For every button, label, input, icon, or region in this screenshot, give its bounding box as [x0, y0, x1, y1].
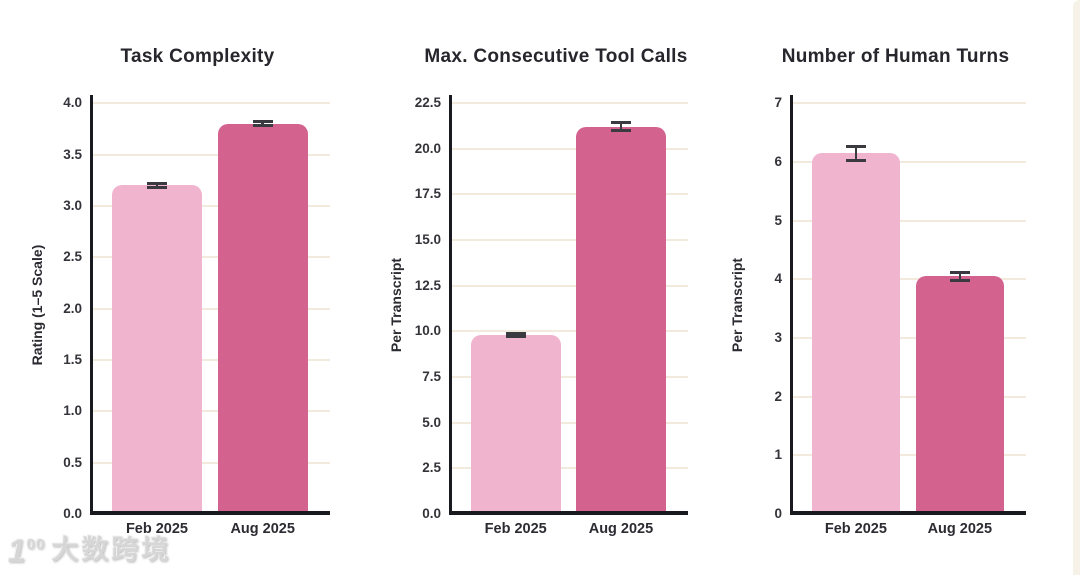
y-tick-label: 15.0 [414, 232, 441, 248]
gridline [452, 376, 688, 378]
gridline [93, 410, 330, 413]
x-axis-spine [790, 511, 1026, 515]
y-tick-label: 0.5 [63, 454, 82, 470]
y-tick-label: 4.0 [63, 95, 82, 111]
gridline [793, 395, 1026, 398]
bar [217, 123, 308, 514]
y-tick-label: 1 [774, 447, 782, 463]
x-tick-label: Feb 2025 [125, 521, 189, 537]
error-bar-cap [949, 270, 970, 274]
y-tick-label: 2.5 [63, 249, 82, 265]
gridline [452, 239, 688, 242]
y-tick-label: 5 [774, 212, 782, 228]
x-tick-label: Aug 2025 [588, 521, 654, 537]
gridline [93, 102, 330, 105]
y-tick-label: 22.5 [414, 95, 441, 111]
y-tick-label: 12.5 [414, 277, 441, 293]
gridline [793, 278, 1026, 281]
y-axis-spine [449, 95, 452, 515]
x-axis-spine [449, 511, 688, 515]
gridline [93, 461, 330, 464]
chart-title: Number of Human Turns [781, 46, 1010, 67]
y-tick-label: 2.5 [422, 460, 441, 476]
y-tick-label: 2.0 [63, 300, 82, 316]
error-bar-cap [146, 185, 167, 189]
y-tick-label: 5.0 [422, 414, 441, 430]
watermark-logo-icon: 1 [8, 533, 27, 569]
error-bar-cap [845, 144, 866, 148]
gridline [793, 102, 1026, 105]
y-axis-spine [790, 95, 793, 515]
error-bar [958, 272, 962, 281]
watermark-brand-text: 大数跨境 [51, 535, 172, 565]
gridline [793, 219, 1026, 222]
gridline [793, 336, 1026, 339]
gridline [93, 307, 330, 310]
gridline [93, 358, 330, 361]
chart-title: Task Complexity [120, 46, 275, 67]
y-tick-label: 3 [774, 329, 782, 345]
error-bar-cap [505, 331, 526, 335]
x-tick-label: Aug 2025 [927, 521, 993, 537]
y-tick-label: 4 [774, 271, 782, 287]
y-tick-label: 0.0 [422, 506, 441, 521]
bar [111, 185, 202, 514]
gridline [93, 204, 330, 207]
gridline [452, 284, 688, 287]
chart-title: Max. Consecutive Tool Calls [424, 46, 688, 67]
y-tick-label: 3.5 [63, 146, 82, 162]
error-bar-cap [610, 121, 631, 125]
error-bar [854, 146, 858, 161]
gridline [452, 102, 688, 105]
y-tick-label: 1.0 [63, 403, 82, 419]
y-tick-label: 6 [774, 153, 782, 169]
y-tick-label: 7.5 [422, 369, 441, 384]
y-tick-label: 1.5 [63, 351, 82, 367]
y-axis-spine [90, 95, 93, 515]
y-axis-label: Per Transcript [388, 257, 404, 352]
bar [811, 153, 901, 514]
page-edge-strip [1073, 0, 1080, 575]
watermark: 1 00 大数跨境 [8, 533, 172, 569]
y-tick-label: 3.0 [63, 197, 82, 213]
bar [576, 126, 666, 514]
y-tick-label: 20.0 [414, 140, 441, 156]
error-bar [514, 333, 517, 337]
error-bar [261, 121, 264, 126]
x-tick-label: Feb 2025 [484, 521, 547, 537]
y-tick-label: 10.0 [414, 323, 441, 339]
error-bar-cap [610, 129, 631, 133]
gridline [793, 454, 1026, 457]
y-tick-label: 0.0 [63, 506, 82, 521]
error-bar-cap [252, 124, 273, 128]
error-bar-cap [845, 158, 866, 162]
gridline [93, 256, 330, 259]
x-tick-label: Feb 2025 [824, 521, 887, 537]
bar [915, 276, 1005, 514]
gridline [452, 421, 688, 424]
error-bar-cap [146, 181, 167, 185]
watermark-logo-icon-suffix: 00 [26, 536, 46, 553]
gridline [452, 330, 688, 333]
gridline [452, 467, 688, 470]
gridline [452, 193, 688, 196]
error-bar-cap [949, 278, 970, 282]
error-bar [155, 183, 159, 188]
error-bar-cap [252, 120, 273, 124]
gridline [452, 147, 688, 150]
y-tick-label: 2 [774, 388, 782, 404]
y-tick-label: 17.5 [414, 186, 441, 202]
error-bar-cap [505, 335, 526, 339]
y-tick-label: 0 [774, 506, 782, 521]
gridline [793, 160, 1026, 163]
y-tick-label: 7 [774, 95, 782, 111]
x-axis-spine [90, 511, 330, 515]
bar [470, 335, 561, 514]
gridline [93, 153, 330, 156]
error-bar [619, 122, 623, 131]
x-tick-label: Aug 2025 [230, 521, 295, 537]
